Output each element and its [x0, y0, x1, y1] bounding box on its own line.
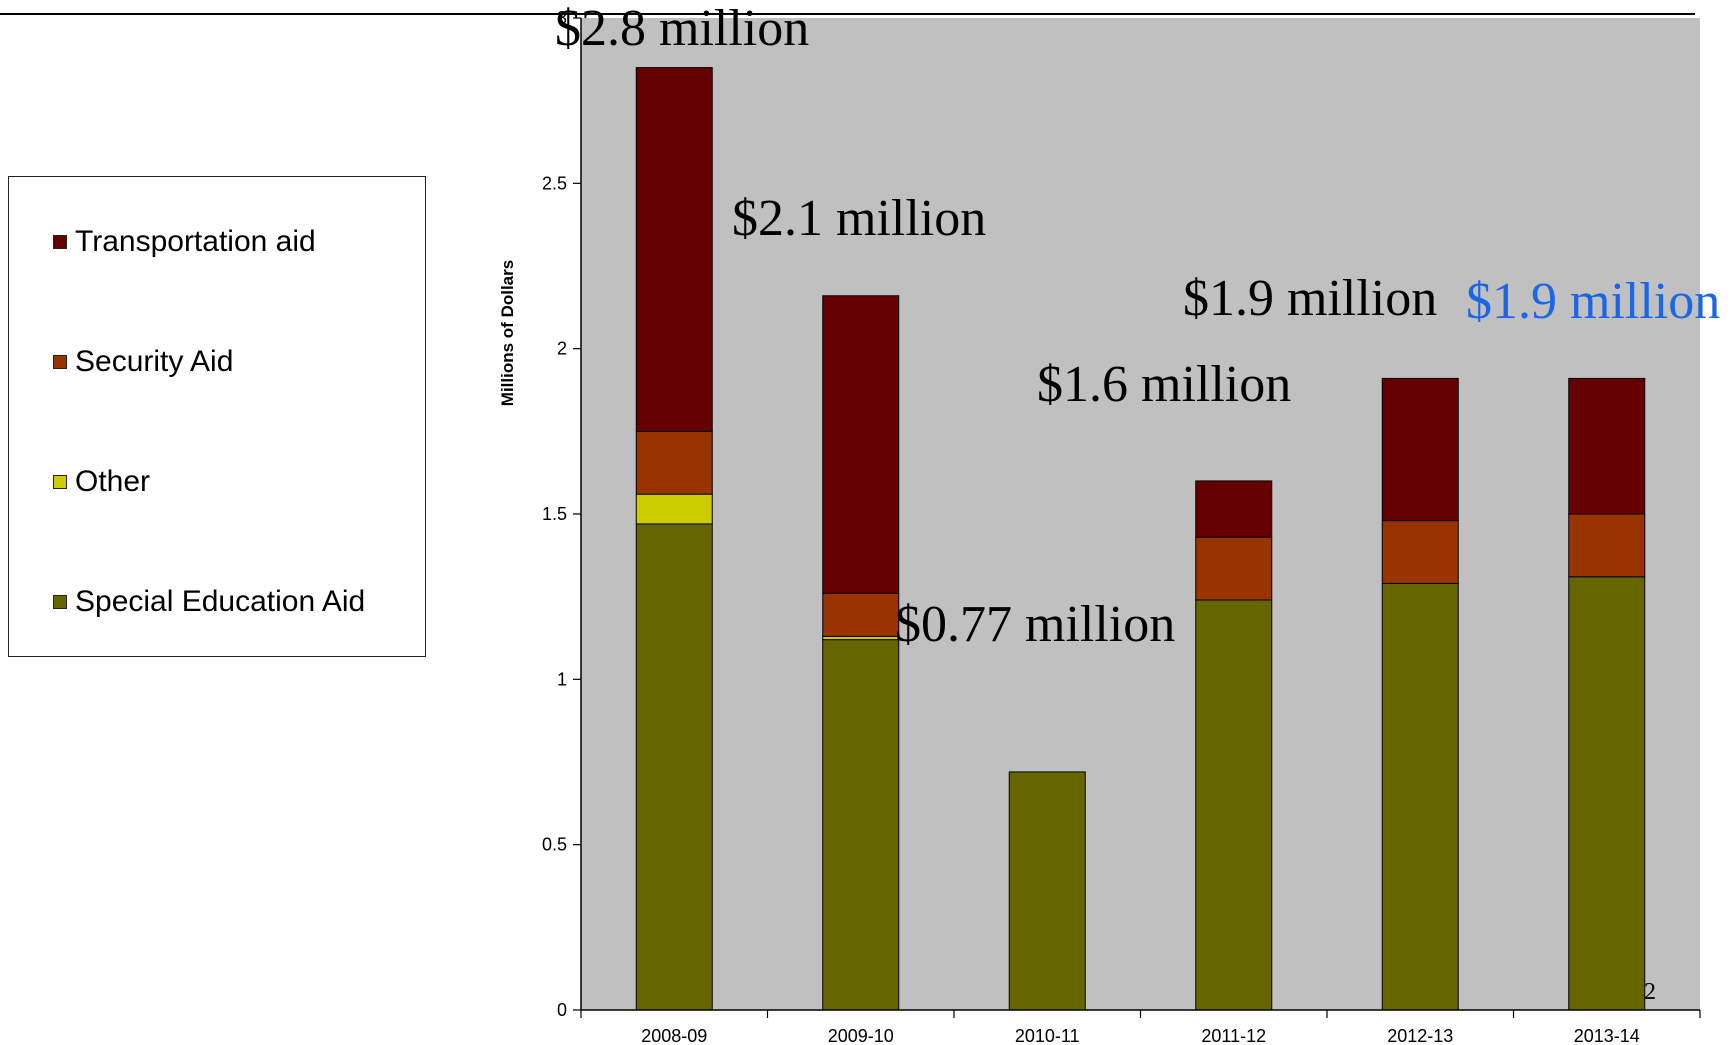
bar-segment-transportation-aid — [1195, 480, 1273, 538]
legend-item-special-education: Special Education Aid — [53, 587, 365, 617]
y-tick-label: 0.5 — [542, 835, 567, 855]
transportation-swatch — [53, 235, 67, 249]
plot-area — [581, 18, 1700, 1010]
legend-label: Other — [75, 465, 151, 498]
legend-label: Security Aid — [75, 345, 234, 378]
bar-segment-special-education-aid — [635, 523, 713, 1011]
annotation-2012-13-total: $1.9 million — [1183, 270, 1438, 327]
legend: Transportation aid Security Aid Other Sp… — [8, 176, 426, 657]
bar-segment-security-aid — [1568, 513, 1646, 578]
legend-label: Special Education Aid — [75, 585, 366, 618]
special-education-swatch — [53, 595, 67, 609]
bar-segment-transportation-aid — [635, 67, 713, 432]
y-tick-label: 0 — [557, 1000, 567, 1020]
bars-layer — [635, 67, 1646, 1011]
y-axis-title: Millions of Dollars — [498, 260, 517, 406]
legend-item-other: Other — [53, 467, 150, 497]
bar-segment-special-education-aid — [1008, 771, 1086, 1011]
y-tick-label: 2.5 — [542, 173, 567, 193]
bar-segment-special-education-aid — [822, 639, 900, 1011]
page-number: 2 — [1644, 979, 1656, 1005]
annotation-2008-09-total: $2.8 million — [555, 0, 810, 57]
y-tick-label: 3 — [557, 8, 567, 28]
x-tick-label: 2012-13 — [1387, 1026, 1453, 1045]
x-tick-label: 2013-14 — [1574, 1026, 1640, 1045]
bar-segment-security-aid — [1381, 520, 1459, 584]
bar-segment-security-aid — [635, 430, 713, 495]
x-tick-label: 2008-09 — [641, 1026, 707, 1045]
legend-item-security: Security Aid — [53, 347, 233, 377]
y-tick-label: 1.5 — [542, 504, 567, 524]
x-tick-label: 2010-11 — [1015, 1026, 1080, 1045]
y-tick-label: 2 — [557, 339, 567, 359]
other-swatch — [53, 475, 67, 489]
y-tick-label: 1 — [557, 669, 567, 689]
bar-segment-other — [635, 493, 713, 525]
bar-segment-special-education-aid — [1568, 576, 1646, 1011]
bar-segment-special-education-aid — [1381, 582, 1459, 1011]
x-tick-label: 2009-10 — [828, 1026, 894, 1045]
annotation-2013-14-total: $1.9 million — [1466, 273, 1721, 330]
annotation-2010-11-total: $0.77 million — [895, 596, 1176, 653]
bar-segment-transportation-aid — [822, 295, 900, 594]
security-swatch — [53, 355, 67, 369]
legend-item-transportation: Transportation aid — [53, 227, 316, 257]
annotation-2011-12-total: $1.6 million — [1037, 356, 1292, 413]
x-tick-label: 2011-12 — [1201, 1026, 1266, 1045]
bar-segment-transportation-aid — [1381, 377, 1459, 522]
axes-layer: 0 0.5 1 1.5 2 2.5 3 2008-09 2009-10 2010-11 2011-1… — [542, 8, 1701, 1045]
annotation-2009-10-total: $2.1 million — [732, 190, 987, 247]
legend-label: Transportation aid — [75, 225, 316, 258]
bar-segment-special-education-aid — [1195, 599, 1273, 1011]
bar-segment-security-aid — [1195, 536, 1273, 601]
bar-segment-security-aid — [822, 592, 900, 637]
bar-segment-transportation-aid — [1568, 377, 1646, 515]
top-rule — [0, 13, 1695, 15]
